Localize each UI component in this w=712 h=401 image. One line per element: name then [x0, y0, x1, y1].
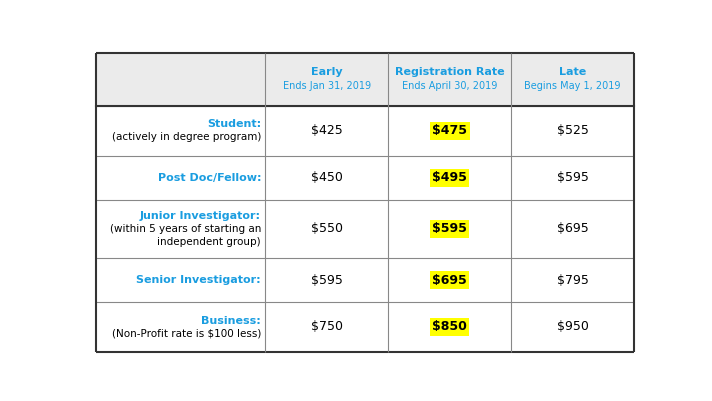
Text: (within 5 years of starting an: (within 5 years of starting an	[110, 224, 261, 234]
Text: Early: Early	[311, 67, 342, 77]
Bar	[95, 302, 266, 352]
Text: $595: $595	[432, 223, 467, 235]
Text: $595: $595	[311, 273, 343, 287]
Bar	[511, 156, 634, 200]
Bar	[511, 200, 634, 258]
Text: Begins May 1, 2019: Begins May 1, 2019	[525, 81, 621, 91]
Bar	[95, 53, 266, 106]
Text: Business:: Business:	[201, 316, 261, 326]
Bar	[388, 258, 511, 302]
Text: $695: $695	[432, 273, 467, 287]
Text: Registration Rate: Registration Rate	[395, 67, 505, 77]
Text: Student:: Student:	[207, 119, 261, 130]
Text: $850: $850	[432, 320, 467, 334]
Text: independent group): independent group)	[157, 237, 261, 247]
Text: $750: $750	[311, 320, 343, 334]
Text: Late: Late	[559, 67, 587, 77]
Text: $595: $595	[557, 171, 589, 184]
Text: $525: $525	[557, 124, 589, 138]
Bar	[388, 106, 511, 156]
Bar	[266, 302, 388, 352]
Bar	[511, 106, 634, 156]
Text: $495: $495	[432, 171, 467, 184]
Bar	[95, 200, 266, 258]
Bar	[266, 156, 388, 200]
Bar	[388, 302, 511, 352]
Bar	[95, 156, 266, 200]
Text: $695: $695	[557, 223, 589, 235]
Bar	[266, 200, 388, 258]
Bar	[388, 53, 511, 106]
Text: $475: $475	[432, 124, 467, 138]
Text: $795: $795	[557, 273, 589, 287]
Text: (Non-Profit rate is $100 less): (Non-Profit rate is $100 less)	[112, 328, 261, 338]
Bar	[511, 258, 634, 302]
Text: Senior Investigator:: Senior Investigator:	[137, 275, 261, 285]
Bar	[511, 302, 634, 352]
Bar	[95, 258, 266, 302]
Text: $950: $950	[557, 320, 589, 334]
Text: Ends Jan 31, 2019: Ends Jan 31, 2019	[283, 81, 371, 91]
Bar	[266, 53, 388, 106]
Text: $450: $450	[311, 171, 343, 184]
Text: Post Doc/Fellow:: Post Doc/Fellow:	[157, 173, 261, 183]
Text: $550: $550	[311, 223, 343, 235]
Text: (actively in degree program): (actively in degree program)	[112, 132, 261, 142]
Bar	[266, 258, 388, 302]
Bar	[388, 200, 511, 258]
Text: Ends April 30, 2019: Ends April 30, 2019	[402, 81, 498, 91]
Bar	[95, 106, 266, 156]
Text: Junior Investigator:: Junior Investigator:	[140, 211, 261, 221]
Text: $425: $425	[311, 124, 342, 138]
Bar	[388, 156, 511, 200]
Bar	[511, 53, 634, 106]
Bar	[266, 106, 388, 156]
